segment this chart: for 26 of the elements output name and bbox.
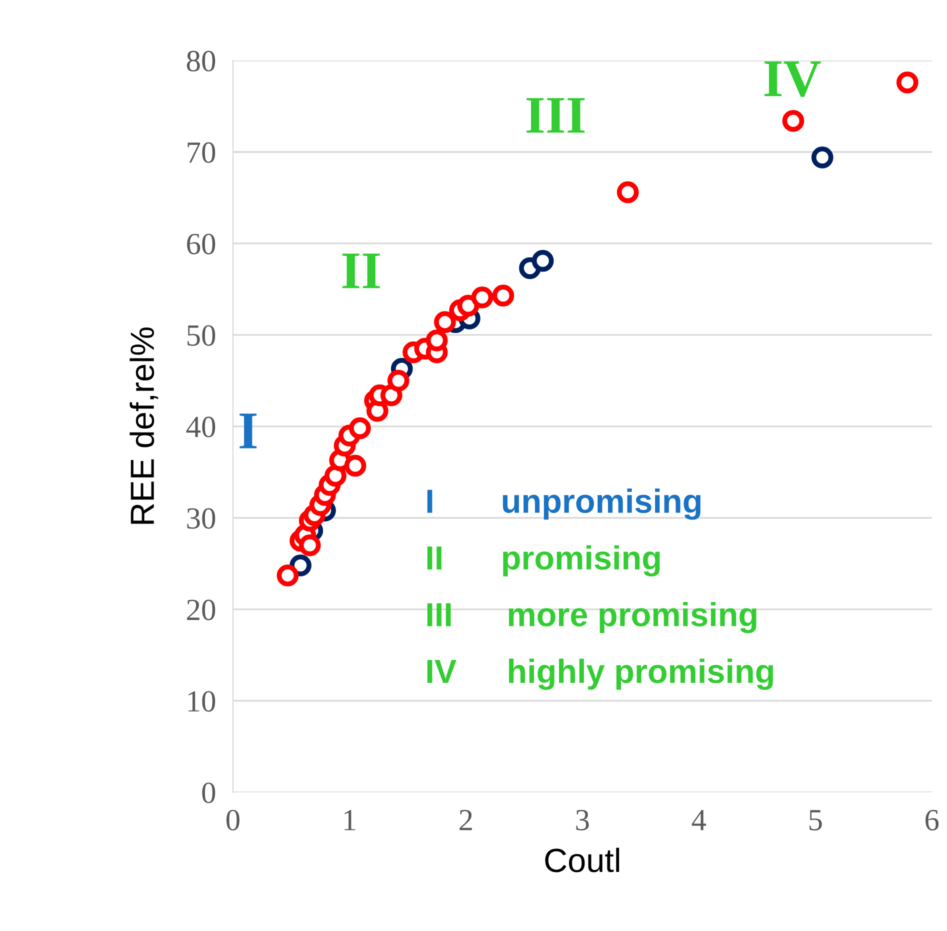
x-tick-label: 4 [692,810,706,830]
x-tick-label: 2 [460,810,472,830]
y-tick-label: 60 [187,234,216,254]
annotation: III [526,98,585,133]
x-tick-label: 3 [576,810,589,830]
text: III more promising [427,602,756,634]
text: II promising [427,545,660,576]
x-tick-label: 5 [810,810,822,830]
annotation: I [240,414,257,448]
y-tick-label: 30 [187,508,216,529]
y-tick-label: 50 [188,325,216,346]
y-tick-label: 0 [202,782,216,804]
y-tick-label: 40 [186,416,216,438]
y-tick-label: 10 [188,691,216,712]
x-tick-label: 0 [226,810,240,830]
annotation: II [342,254,380,288]
annotation: IV [764,62,821,97]
y-tick-label: 70 [188,142,216,163]
y-tick-label: 20 [187,600,216,620]
x-tick-label: 1 [344,810,356,830]
y-axis-title: REE def,rel% [130,328,158,524]
text: IV highly promising [427,658,773,690]
y-tick-label: 80 [186,50,216,72]
x-tick-label: 6 [926,810,939,830]
x-axis-title: Coutl [545,848,620,872]
text: I unpromising [427,488,700,520]
